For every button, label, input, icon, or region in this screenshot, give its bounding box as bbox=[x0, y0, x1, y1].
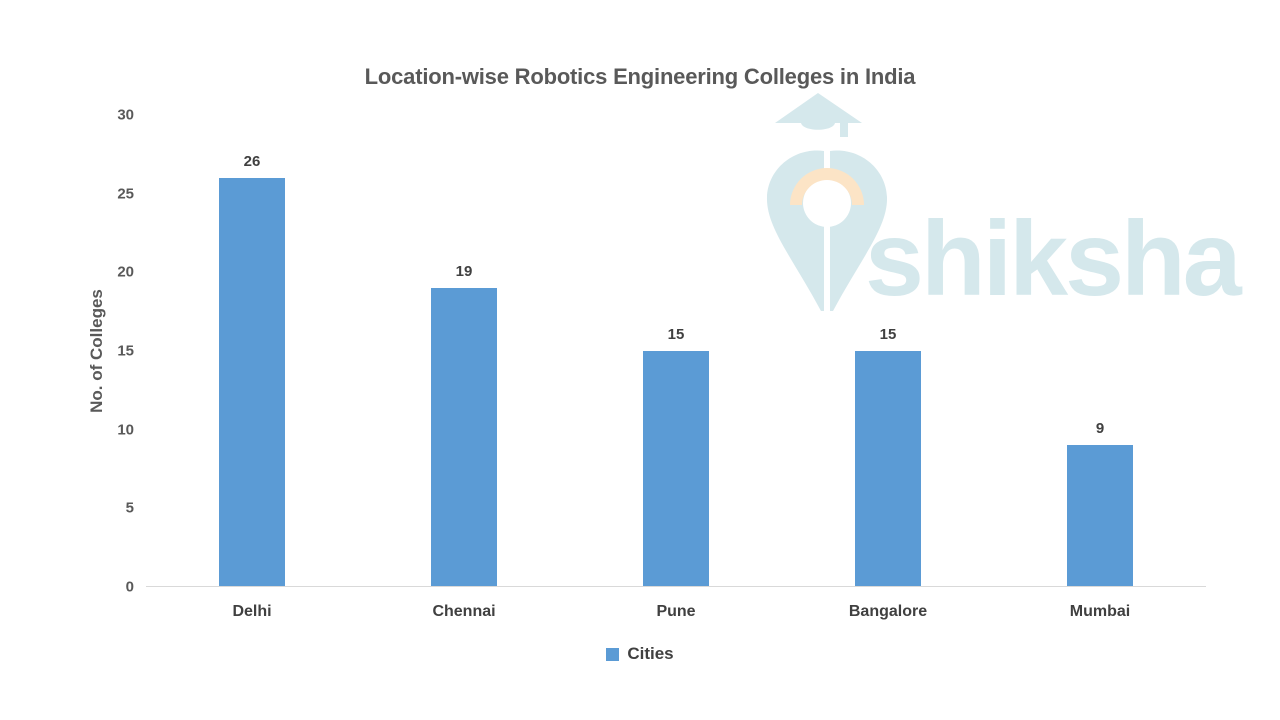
category-label-pune: Pune bbox=[656, 603, 696, 620]
x-axis-labels: Delhi Chennai Pune Bangalore Mumbai bbox=[146, 603, 1206, 621]
x-axis-line bbox=[146, 586, 1206, 587]
bar-mumbai bbox=[1067, 445, 1133, 587]
data-label-delhi: 26 bbox=[243, 152, 261, 170]
y-tick-label-10: 10 bbox=[117, 421, 134, 439]
data-label-mumbai: 9 bbox=[1095, 420, 1105, 438]
y-tick-label-30: 30 bbox=[117, 106, 134, 124]
y-axis-tick-labels: 0 5 10 15 20 25 30 bbox=[90, 107, 134, 596]
data-label-pune: 15 bbox=[667, 326, 685, 343]
y-tick-label-5: 5 bbox=[125, 499, 134, 517]
y-tick-label-0: 0 bbox=[125, 578, 134, 596]
bar-slot-mumbai: 9 bbox=[994, 115, 1206, 587]
bar-chennai bbox=[431, 288, 497, 587]
category-label-chennai: Chennai bbox=[432, 603, 496, 620]
category-label-delhi: Delhi bbox=[232, 603, 272, 620]
category-label-mumbai: Mumbai bbox=[1069, 603, 1131, 620]
bar-delhi bbox=[219, 177, 285, 587]
bar-slot-pune: 15 bbox=[570, 115, 782, 587]
data-label-chennai: 19 bbox=[455, 263, 473, 281]
data-label-bangalore: 15 bbox=[879, 326, 897, 343]
category-label-bangalore: Bangalore bbox=[848, 603, 928, 620]
bar-slot-bangalore: 15 bbox=[782, 115, 994, 587]
bar-slot-chennai: 19 bbox=[358, 115, 570, 587]
y-tick-label-15: 15 bbox=[117, 342, 134, 360]
bar-bangalore bbox=[855, 351, 921, 587]
plot-area: 0 5 10 15 20 25 30 26 19 15 15 9 bbox=[117, 107, 1206, 596]
bars-container: 26 19 15 15 9 bbox=[146, 115, 1206, 587]
bar-pune bbox=[643, 351, 709, 587]
legend-label: Cities bbox=[627, 644, 674, 663]
y-tick-label-20: 20 bbox=[117, 263, 134, 281]
legend-swatch-icon bbox=[606, 647, 620, 661]
chart-title: Location-wise Robotics Engineering Colle… bbox=[364, 64, 916, 89]
legend: Cities bbox=[0, 644, 1280, 664]
bar-slot-delhi: 26 bbox=[146, 115, 358, 587]
y-tick-label-25: 25 bbox=[117, 185, 134, 203]
